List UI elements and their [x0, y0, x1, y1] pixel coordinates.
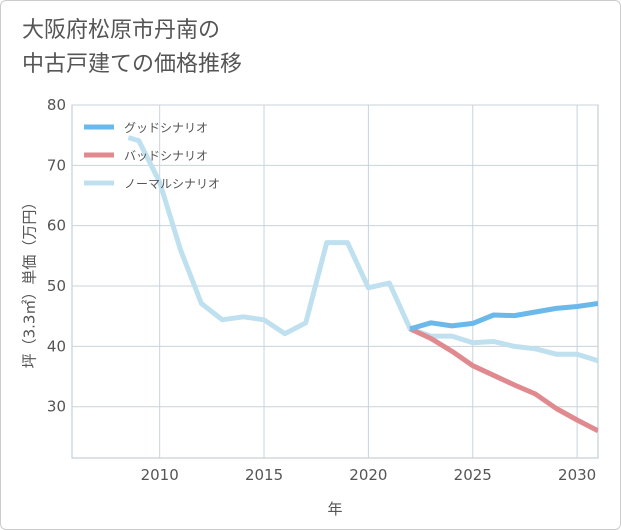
grid — [71, 104, 599, 459]
tick-labels: 2010 2015 2020 2025 2030 30 40 50 60 70 80 — [47, 96, 596, 484]
x-tick-label: 2025 — [454, 466, 492, 484]
x-axis-label: 年 — [327, 500, 342, 518]
series-line-bad — [409, 326, 598, 434]
y-tick-label: 60 — [47, 217, 66, 235]
x-tick-label: 2010 — [141, 466, 179, 484]
chart-title-line1: 大阪府松原市丹南の — [22, 18, 221, 43]
series-layer — [127, 135, 598, 434]
y-tick-label: 30 — [47, 398, 66, 416]
legend-label: ノーマルシナリオ — [124, 177, 220, 191]
chart-title-line2: 中古戸建ての価格推移 — [22, 52, 243, 77]
series-line-normal — [127, 135, 598, 364]
series-line-good — [409, 301, 598, 332]
y-tick-label: 40 — [47, 337, 66, 355]
x-tick-label: 2030 — [558, 466, 596, 484]
y-axis-label: 坪（3.3㎡）単価（万円） — [21, 195, 39, 369]
legend-label: グッドシナリオ — [124, 121, 208, 135]
y-tick-label: 70 — [47, 156, 66, 174]
x-tick-label: 2020 — [349, 466, 387, 484]
y-tick-label: 80 — [47, 96, 66, 114]
y-tick-label: 50 — [47, 277, 66, 295]
legend-label: バッドシナリオ — [124, 149, 208, 163]
chart-title: 大阪府松原市丹南の 中古戸建ての価格推移 — [22, 14, 242, 82]
x-tick-label: 2015 — [245, 466, 283, 484]
